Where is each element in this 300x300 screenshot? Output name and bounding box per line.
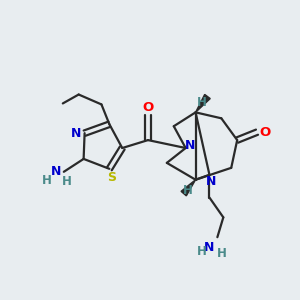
Text: N: N (51, 165, 61, 178)
Text: H: H (42, 174, 52, 187)
Text: H: H (196, 96, 206, 109)
Text: O: O (142, 101, 154, 114)
Polygon shape (196, 94, 210, 112)
Polygon shape (181, 180, 196, 196)
Text: H: H (62, 175, 72, 188)
Text: O: O (259, 126, 271, 139)
Text: H: H (183, 184, 193, 197)
Text: N: N (206, 175, 217, 188)
Text: N: N (70, 127, 81, 140)
Text: N: N (184, 139, 195, 152)
Text: H: H (216, 247, 226, 260)
Text: N: N (204, 241, 214, 254)
Text: S: S (107, 171, 116, 184)
Text: H: H (196, 244, 206, 258)
